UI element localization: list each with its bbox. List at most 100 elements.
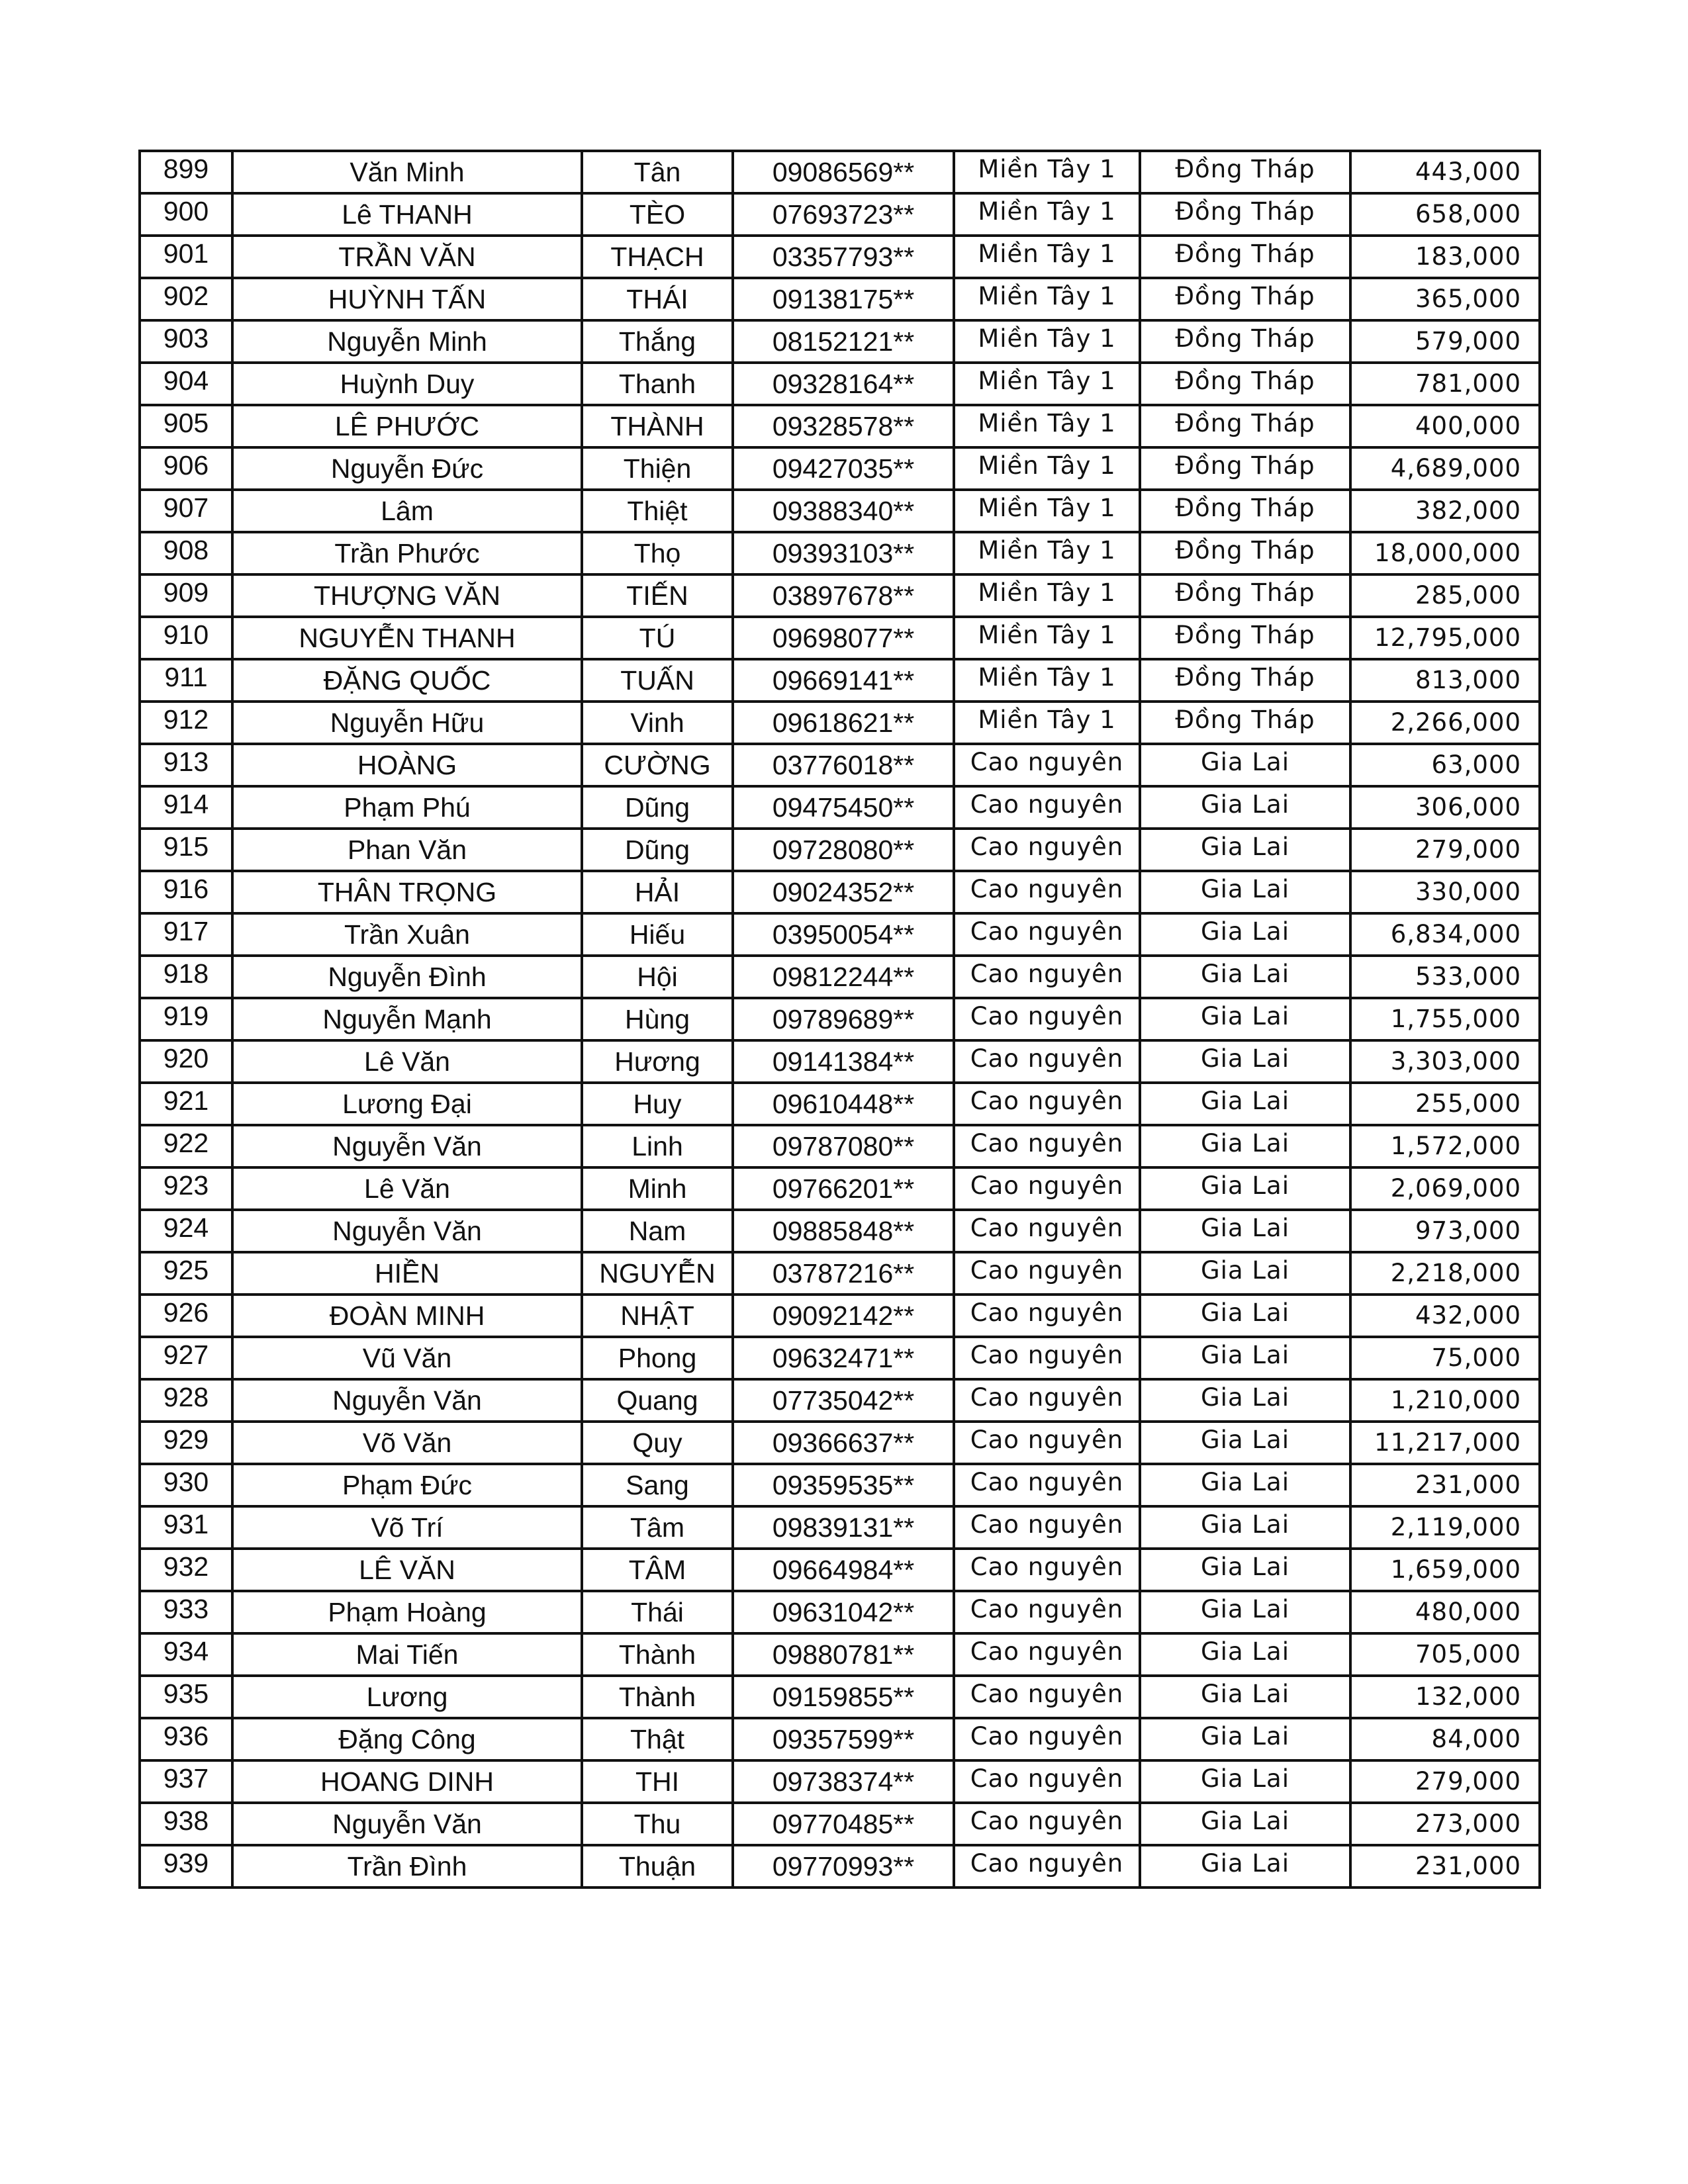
- given-name-cell: Thành: [581, 1674, 734, 1719]
- surname-middle-name-cell: Vũ Văn: [231, 1336, 583, 1381]
- table-row: 905 LÊ PHƯỚC THÀNH 09328578** Miền Tây 1 Đồng…: [138, 404, 1541, 449]
- given-name-cell: Thanh: [581, 361, 734, 406]
- phone-number-cell: 09738374**: [731, 1759, 955, 1804]
- given-name-cell: Nam: [581, 1208, 734, 1253]
- phone-number-cell: 09839131**: [731, 1505, 955, 1550]
- amount-cell: 231,000: [1349, 1844, 1541, 1889]
- surname-middle-name-cell: Nguyễn Đình: [231, 954, 583, 999]
- row-number-cell: 914: [138, 785, 234, 830]
- amount-cell: 3,303,000: [1349, 1039, 1541, 1084]
- table-row: 914 Phạm Phú Dũng 09475450** Cao nguyên Gia L…: [138, 785, 1541, 830]
- surname-middle-name-cell: Nguyễn Văn: [231, 1378, 583, 1423]
- region-cell: Cao nguyên: [953, 1844, 1141, 1889]
- row-number-cell: 923: [138, 1166, 234, 1211]
- surname-middle-name-cell: HIỀN: [231, 1251, 583, 1296]
- surname-middle-name-cell: NGUYỄN THANH: [231, 615, 583, 660]
- given-name-cell: THẠCH: [581, 234, 734, 279]
- table-row: 900 Lê THANH TÈO 07693723** Miền Tây 1 Đồng T…: [138, 192, 1541, 237]
- given-name-cell: Thuận: [581, 1844, 734, 1889]
- surname-middle-name-cell: Phạm Phú: [231, 785, 583, 830]
- table-row: 921 Lương Đại Huy 09610448** Cao nguyên Gia L…: [138, 1081, 1541, 1126]
- phone-number-cell: 03897678**: [731, 573, 955, 618]
- amount-cell: 12,795,000: [1349, 615, 1541, 660]
- table-row: 925 HIỀN NGUYỄN 03787216** Cao nguyên Gia Lai…: [138, 1251, 1541, 1296]
- amount-cell: 4,689,000: [1349, 446, 1541, 491]
- row-number-cell: 916: [138, 870, 234, 915]
- phone-number-cell: 09631042**: [731, 1590, 955, 1635]
- row-number-cell: 919: [138, 997, 234, 1042]
- province-cell: Gia Lai: [1139, 1420, 1352, 1465]
- region-cell: Cao nguyên: [953, 1039, 1141, 1084]
- row-number-cell: 924: [138, 1208, 234, 1253]
- amount-cell: 273,000: [1349, 1801, 1541, 1846]
- given-name-cell: Thắng: [581, 319, 734, 364]
- row-number-cell: 925: [138, 1251, 234, 1296]
- region-cell: Cao nguyên: [953, 997, 1141, 1042]
- province-cell: Gia Lai: [1139, 1251, 1352, 1296]
- table-row: 926 ĐOÀN MINH NHẬT 09092142** Cao nguyên Gia …: [138, 1293, 1541, 1338]
- phone-number-cell: 09787080**: [731, 1124, 955, 1169]
- province-cell: Gia Lai: [1139, 1717, 1352, 1762]
- table-row: 939 Trần Đình Thuận 09770993** Cao nguyên Gia…: [138, 1844, 1541, 1889]
- phone-number-cell: 09388340**: [731, 488, 955, 533]
- surname-middle-name-cell: Văn Minh: [231, 150, 583, 195]
- region-cell: Cao nguyên: [953, 1759, 1141, 1804]
- amount-cell: 382,000: [1349, 488, 1541, 533]
- table-row: 923 Lê Văn Minh 09766201** Cao nguyên Gia Lai…: [138, 1166, 1541, 1211]
- surname-middle-name-cell: Trần Đình: [231, 1844, 583, 1889]
- amount-cell: 18,000,000: [1349, 531, 1541, 576]
- row-number-cell: 901: [138, 234, 234, 279]
- province-cell: Đồng Tháp: [1139, 361, 1352, 406]
- surname-middle-name-cell: Lâm: [231, 488, 583, 533]
- row-number-cell: 910: [138, 615, 234, 660]
- surname-middle-name-cell: Nguyễn Văn: [231, 1124, 583, 1169]
- surname-middle-name-cell: Trần Xuân: [231, 912, 583, 957]
- table-row: 918 Nguyễn Đình Hội 09812244** Cao nguyên Gia…: [138, 954, 1541, 999]
- region-cell: Cao nguyên: [953, 743, 1141, 788]
- surname-middle-name-cell: Lê Văn: [231, 1166, 583, 1211]
- given-name-cell: Hội: [581, 954, 734, 999]
- surname-middle-name-cell: Phạm Đức: [231, 1463, 583, 1508]
- surname-middle-name-cell: HOANG DINH: [231, 1759, 583, 1804]
- phone-number-cell: 09610448**: [731, 1081, 955, 1126]
- given-name-cell: HẢI: [581, 870, 734, 915]
- surname-middle-name-cell: Nguyễn Đức: [231, 446, 583, 491]
- surname-middle-name-cell: THÂN TRỌNG: [231, 870, 583, 915]
- region-cell: Cao nguyên: [953, 1293, 1141, 1338]
- region-cell: Cao nguyên: [953, 1124, 1141, 1169]
- table-row: 910 NGUYỄN THANH TÚ 09698077** Miền Tây 1 Đồn…: [138, 615, 1541, 660]
- province-cell: Gia Lai: [1139, 1590, 1352, 1635]
- province-cell: Gia Lai: [1139, 1674, 1352, 1719]
- amount-cell: 330,000: [1349, 870, 1541, 915]
- given-name-cell: THI: [581, 1759, 734, 1804]
- given-name-cell: Hiếu: [581, 912, 734, 957]
- row-number-cell: 921: [138, 1081, 234, 1126]
- amount-cell: 579,000: [1349, 319, 1541, 364]
- row-number-cell: 931: [138, 1505, 234, 1550]
- table-row: 937 HOANG DINH THI 09738374** Cao nguyên Gia …: [138, 1759, 1541, 1804]
- region-cell: Cao nguyên: [953, 1251, 1141, 1296]
- amount-cell: 705,000: [1349, 1632, 1541, 1677]
- surname-middle-name-cell: ĐOÀN MINH: [231, 1293, 583, 1338]
- phone-number-cell: 09475450**: [731, 785, 955, 830]
- phone-number-cell: 09698077**: [731, 615, 955, 660]
- region-cell: Cao nguyên: [953, 1717, 1141, 1762]
- row-number-cell: 905: [138, 404, 234, 449]
- province-cell: Đồng Tháp: [1139, 488, 1352, 533]
- amount-cell: 2,218,000: [1349, 1251, 1541, 1296]
- row-number-cell: 906: [138, 446, 234, 491]
- table-row: 920 Lê Văn Hương 09141384** Cao nguyên Gia La…: [138, 1039, 1541, 1084]
- row-number-cell: 912: [138, 700, 234, 745]
- phone-number-cell: 09728080**: [731, 827, 955, 872]
- amount-cell: 279,000: [1349, 1759, 1541, 1804]
- region-cell: Cao nguyên: [953, 1336, 1141, 1381]
- given-name-cell: Sang: [581, 1463, 734, 1508]
- region-cell: Cao nguyên: [953, 1420, 1141, 1465]
- row-number-cell: 915: [138, 827, 234, 872]
- phone-number-cell: 09141384**: [731, 1039, 955, 1084]
- province-cell: Gia Lai: [1139, 1378, 1352, 1423]
- amount-cell: 658,000: [1349, 192, 1541, 237]
- region-cell: Cao nguyên: [953, 1463, 1141, 1508]
- surname-middle-name-cell: Phạm Hoàng: [231, 1590, 583, 1635]
